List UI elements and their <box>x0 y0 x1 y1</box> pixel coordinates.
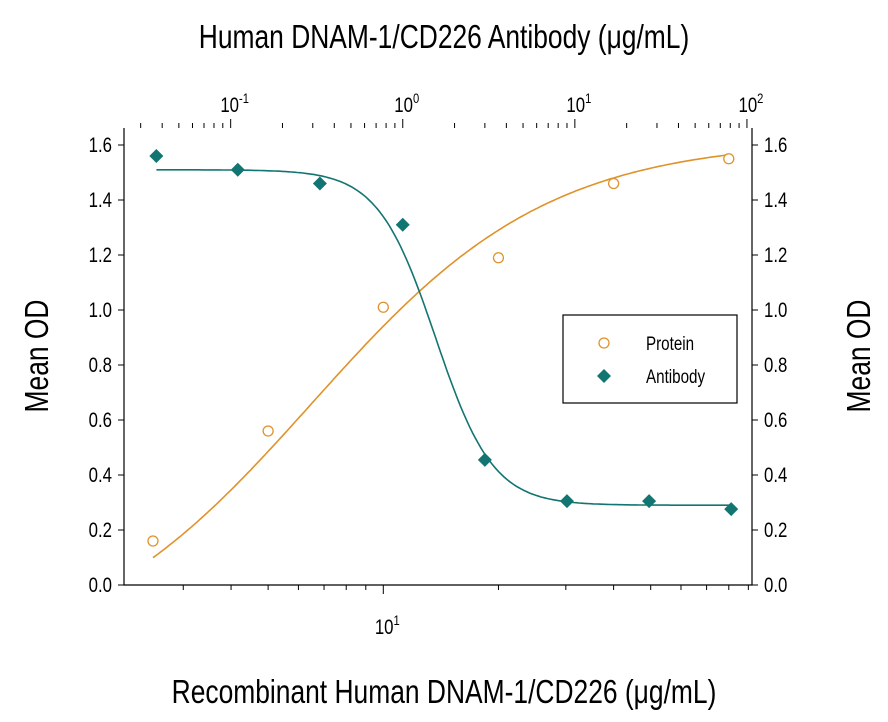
antibody-point <box>149 149 164 163</box>
legend-marker-antibody <box>597 369 611 383</box>
protein-fit-curve <box>152 154 729 559</box>
protein-point <box>723 153 735 165</box>
antibody-point <box>559 494 574 509</box>
protein-point <box>607 177 620 190</box>
y-tick-label-right: 0.4 <box>764 464 788 487</box>
protein-point <box>492 252 505 264</box>
axis-frame <box>123 128 753 586</box>
y-tick-label-right-group: 0.8 <box>764 354 787 377</box>
legend-marker-protein <box>598 337 610 349</box>
y-tick-label-right: 1.6 <box>764 134 787 157</box>
y-tick-label-right: 0.8 <box>764 354 787 377</box>
antibody-point <box>724 502 739 517</box>
y-tick-label-left: 0.8 <box>89 354 112 377</box>
x-top-tick-label: 10-1 <box>220 91 249 118</box>
y-tick-label-right: 0.0 <box>764 574 787 597</box>
y-tick-label-right: 0.2 <box>764 519 787 542</box>
antibody-fit-curve <box>156 169 732 506</box>
y-tick-label-left-group: 1.4 <box>89 189 113 212</box>
protein-point <box>147 535 159 547</box>
y-tick-label-left-group: 0.8 <box>89 354 112 377</box>
antibody-point <box>395 217 410 232</box>
y-tick-label-right-group: 1.0 <box>764 299 787 322</box>
x-top-tick-label-group: 102 <box>738 91 763 118</box>
y-tick-label-left-group: 1.0 <box>89 299 112 322</box>
x-top-tick-label: 102 <box>738 91 763 118</box>
x-top-tick-label-group: 101 <box>566 91 591 118</box>
antibody-point <box>312 176 327 191</box>
y-tick-label-left-group: 1.2 <box>89 244 112 267</box>
y-tick-label-right-group: 1.4 <box>764 189 788 212</box>
x-axis-label: Recombinant Human DNAM-1/CD226 (μg/mL) <box>172 674 717 710</box>
antibody-point <box>230 162 245 177</box>
y-tick-label-right-group: 0.6 <box>764 409 787 432</box>
y-tick-label-left-group: 0.6 <box>89 409 112 432</box>
y-tick-label-right: 1.0 <box>764 299 787 322</box>
y-tick-label-left-group: 1.6 <box>89 134 112 157</box>
legend-label-antibody: Antibody <box>646 365 705 387</box>
y-tick-label-left: 0.6 <box>89 409 112 432</box>
x-top-tick-label-group: 100 <box>394 91 419 118</box>
y-tick-label-right-group: 1.6 <box>764 134 787 157</box>
y-tick-label-right-group: 1.2 <box>764 244 787 267</box>
y-tick-label-right-group: 0.2 <box>764 519 787 542</box>
x-bottom-tick-label: 101 <box>375 613 400 640</box>
y-tick-label-left-group: 0.4 <box>89 464 113 487</box>
x-top-tick-label: 100 <box>394 91 419 118</box>
y-tick-label-left: 1.6 <box>89 134 112 157</box>
y-tick-label-left: 0.4 <box>89 464 113 487</box>
y-tick-label-left-group: 0.2 <box>89 519 112 542</box>
antibody-point <box>477 452 492 467</box>
chart-title: Human DNAM-1/CD226 Antibody (μg/mL) <box>199 19 689 55</box>
y-tick-label-left: 1.0 <box>89 299 112 322</box>
y-tick-label-right-group: 0.0 <box>764 574 787 597</box>
antibody-point <box>642 494 657 509</box>
y-tick-label-right-group: 0.4 <box>764 464 788 487</box>
y-tick-label-left: 1.4 <box>89 189 113 212</box>
y-tick-label-left-group: 0.0 <box>89 574 112 597</box>
x-top-tick-label: 101 <box>566 91 591 118</box>
protein-point <box>377 301 389 313</box>
y-tick-label-right: 1.2 <box>764 244 787 267</box>
x-bottom-tick-label-group: 101 <box>375 613 400 640</box>
y-tick-label-left: 1.2 <box>89 244 112 267</box>
y-axis-label-left: Mean OD <box>19 300 55 413</box>
y-tick-label-right: 0.6 <box>764 409 787 432</box>
y-tick-label-left: 0.0 <box>89 574 112 597</box>
y-tick-label-left: 0.2 <box>89 519 112 542</box>
x-top-tick-label-group: 10-1 <box>220 91 249 118</box>
y-axis-label-right: Mean OD <box>841 300 877 413</box>
legend: Protein Antibody <box>562 314 738 404</box>
protein-point <box>262 425 274 437</box>
legend-label-protein: Protein <box>646 332 694 354</box>
y-tick-label-right: 1.4 <box>764 189 788 212</box>
